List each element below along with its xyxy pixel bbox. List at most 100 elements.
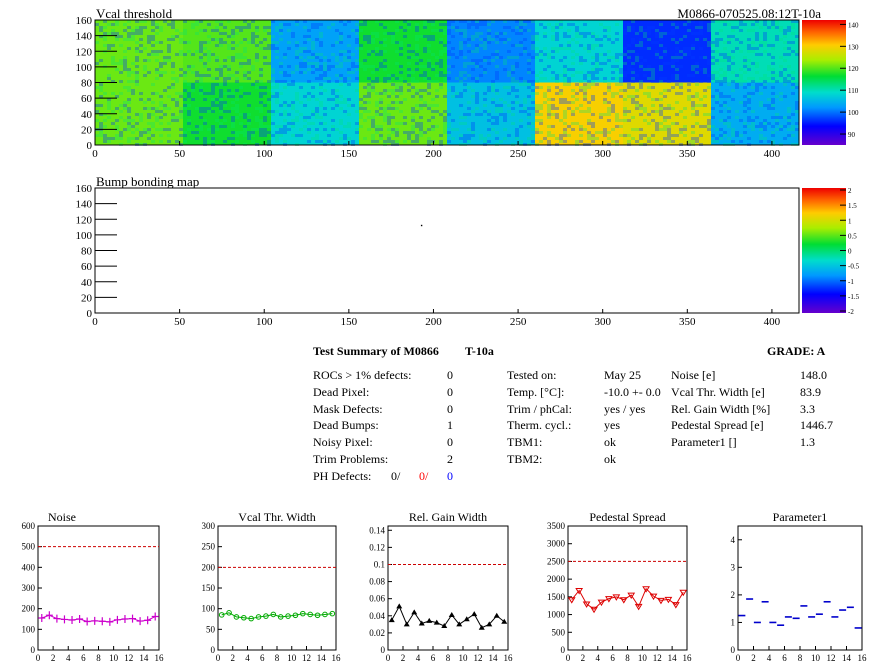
data-point [263, 613, 269, 619]
pixel-grain [755, 125, 759, 128]
pixel-grain [503, 32, 507, 35]
pixel-grain [235, 104, 239, 107]
pixel-grain [427, 137, 431, 140]
x-tick-label: 14 [317, 653, 327, 663]
pixel-grain [151, 113, 155, 116]
pixel-grain [383, 65, 387, 68]
pixel-grain [463, 134, 467, 137]
pixel-grain [319, 32, 323, 35]
pixel-grain [271, 44, 275, 47]
pixel-grain [575, 107, 579, 110]
pixel-grain [271, 35, 275, 38]
pixel-grain [739, 134, 743, 137]
pixel-grain [783, 41, 787, 44]
pixel-grain [647, 47, 651, 50]
pixel-grain [415, 44, 419, 47]
vcal-color-scale [802, 20, 846, 145]
pixel-grain [239, 29, 243, 32]
pixel-grain [575, 32, 579, 35]
pixel-grain [515, 20, 519, 23]
pixel-grain [719, 68, 723, 71]
pixel-grain [123, 101, 127, 104]
pixel-grain [579, 44, 583, 47]
pixel-grain [447, 122, 451, 125]
pixel-grain [523, 23, 527, 26]
defect-row-label: Trim Problems: [313, 452, 389, 466]
pixel-grain [355, 65, 359, 68]
pixel-grain [475, 47, 479, 50]
pixel-grain [671, 74, 675, 77]
pixel-grain [739, 80, 743, 83]
roc-block [183, 20, 271, 83]
pixel-grain [591, 122, 595, 125]
pixel-grain [127, 20, 131, 23]
pixel-grain [667, 89, 671, 92]
pixel-grain [615, 56, 619, 59]
pixel-grain [179, 53, 183, 56]
pixel-grain [743, 131, 747, 134]
pixel-grain [459, 92, 463, 95]
pixel-grain [483, 68, 487, 71]
pixel-grain [519, 44, 523, 47]
x-tick-label: 350 [679, 316, 696, 328]
pixel-grain [427, 20, 431, 23]
pixel-grain [319, 23, 323, 26]
y-tick-label: 2 [731, 590, 736, 600]
pixel-grain [319, 122, 323, 125]
pixel-grain [127, 140, 131, 143]
pixel-grain [243, 77, 247, 80]
pixel-grain [619, 83, 623, 86]
pixel-grain [775, 95, 779, 98]
pixel-grain [659, 107, 663, 110]
pixel-grain [319, 92, 323, 95]
ph-defects-value-1: 0/ [391, 469, 401, 483]
pixel-grain [211, 110, 215, 113]
pixel-grain [519, 23, 523, 26]
summary-temp-tag: T-10a [465, 344, 494, 358]
pixel-grain [299, 65, 303, 68]
pixel-grain [719, 74, 723, 77]
pixel-grain [199, 92, 203, 95]
pixel-grain [267, 80, 271, 83]
pixel-grain [135, 71, 139, 74]
pixel-grain [331, 119, 335, 122]
pixel-grain [247, 26, 251, 29]
x-tick-label: 0 [92, 316, 98, 328]
pixel-grain [483, 41, 487, 44]
pixel-grain [639, 104, 643, 107]
summary-title: Test Summary of M0866 [313, 344, 439, 358]
pixel-grain [303, 20, 307, 23]
pixel-grain [383, 44, 387, 47]
pixel-grain [671, 62, 675, 65]
pixel-grain [387, 95, 391, 98]
data-point [433, 619, 440, 625]
pixel-grain [659, 56, 663, 59]
pixel-grain [367, 89, 371, 92]
pixel-grain [431, 125, 435, 128]
pixel-grain [459, 116, 463, 119]
y-tick-label: 1000 [547, 610, 566, 620]
pixel-grain [167, 95, 171, 98]
pixel-grain [751, 77, 755, 80]
pixel-grain [263, 47, 267, 50]
pixel-grain [659, 110, 663, 113]
pixel-grain [207, 110, 211, 113]
pixel-grain [135, 32, 139, 35]
pixel-grain [743, 65, 747, 68]
pixel-grain [251, 35, 255, 38]
series-line [221, 612, 333, 620]
pixel-grain [483, 47, 487, 50]
condition-row-value: ok [604, 435, 616, 450]
pixel-grain [131, 80, 135, 83]
pixel-grain [627, 71, 631, 74]
pixel-grain [747, 92, 751, 95]
pixel-grain [483, 98, 487, 101]
pixel-grain [303, 35, 307, 38]
pixel-grain [347, 44, 351, 47]
pixel-grain [483, 140, 487, 143]
pixel-grain [463, 140, 467, 143]
pixel-grain [139, 20, 143, 23]
pixel-grain [319, 140, 323, 143]
pixel-grain [143, 128, 147, 131]
pixel-grain [671, 122, 675, 125]
